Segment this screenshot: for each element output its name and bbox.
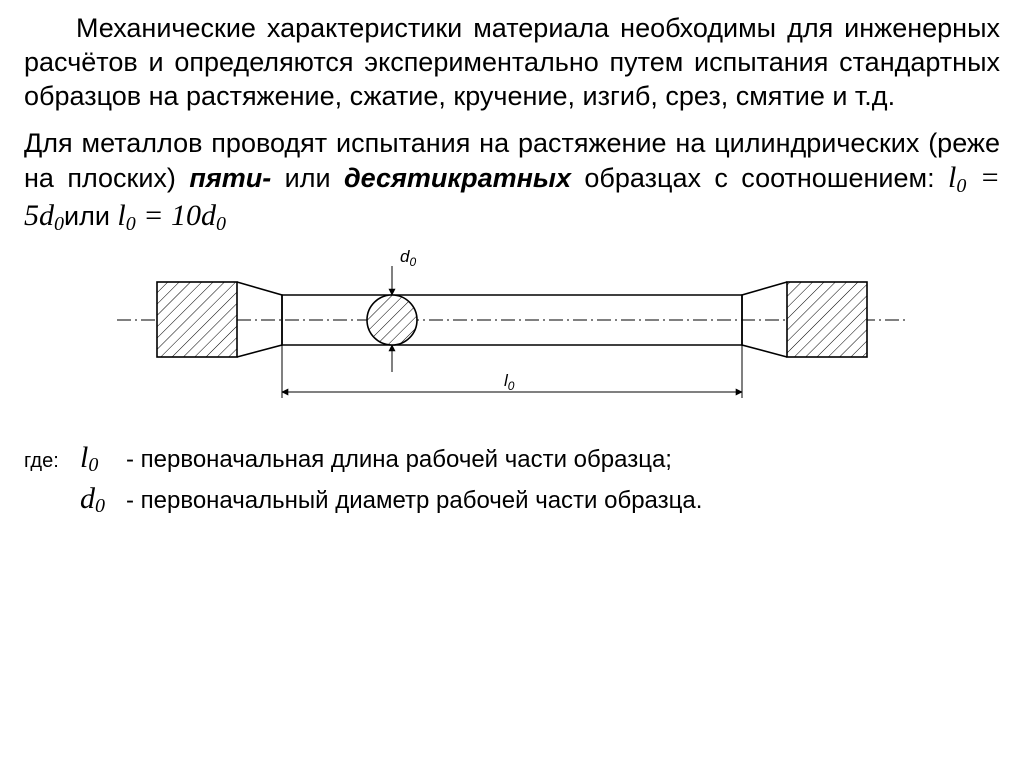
where-label: где: <box>24 448 80 475</box>
where-sym-l0: l0 <box>80 438 126 479</box>
intro-paragraph: Механические характеристики материала не… <box>24 12 1000 113</box>
p2-part2: образцах с соотношением: <box>571 163 948 193</box>
where-block: где: l0 - первоначальная длина рабочей ч… <box>24 438 1000 520</box>
formula-2: l0 = 10d0 <box>117 199 226 232</box>
p2-bold1: пяти- <box>189 163 271 193</box>
specimen-paragraph: Для металлов проводят испытания на растя… <box>24 127 1000 235</box>
where-desc-l0: - первоначальная длина рабочей части обр… <box>126 444 672 476</box>
p2-bold2: десятикратных <box>344 163 571 193</box>
where-sym-d0: d0 <box>80 479 126 520</box>
or-word: или <box>64 201 117 231</box>
p2-mid: или <box>271 163 344 193</box>
where-desc-d0: - первоначальный диаметр рабочей части о… <box>126 485 702 517</box>
svg-text:l0: l0 <box>504 371 515 393</box>
specimen-svg: d0 l0 <box>117 242 907 432</box>
specimen-diagram: d0 l0 <box>24 242 1000 432</box>
svg-text:d0: d0 <box>400 247 416 269</box>
